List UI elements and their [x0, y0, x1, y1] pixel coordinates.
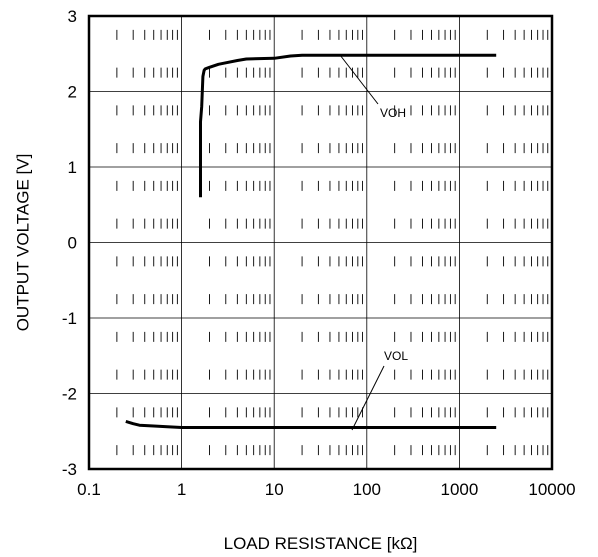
annotation-leader [339, 54, 379, 105]
x-tick-labels: 0.1 1 10 100 1000 10000 [77, 480, 575, 499]
x-tick-label: 1 [177, 480, 186, 499]
annotation-label: VOL [384, 349, 408, 363]
x-axis-title: LOAD RESISTANCE [kΩ] [224, 534, 418, 553]
annotations: VOH VOL [339, 54, 408, 431]
x-tick-label: 10 [265, 480, 284, 499]
annotation-leader [351, 365, 385, 431]
data-series [125, 53, 497, 429]
series-line-vol [125, 419, 497, 429]
y-tick-label: -2 [62, 385, 77, 404]
x-tick-label: 1000 [440, 480, 478, 499]
y-tick-label: 3 [68, 7, 77, 26]
x-tick-label: 10000 [528, 480, 575, 499]
y-tick-label: -3 [62, 460, 77, 479]
minor-tick-marks [116, 29, 549, 456]
plot-frame [87, 14, 554, 471]
series-line-voh [199, 53, 497, 198]
y-tick-label: 1 [68, 158, 77, 177]
y-tick-label: 0 [68, 234, 77, 253]
x-tick-label: 0.1 [77, 480, 101, 499]
grid-lines [89, 16, 552, 469]
annotation-label: VOH [380, 106, 406, 120]
y-axis-title: OUTPUT VOLTAGE [V] [13, 154, 32, 332]
y-tick-label: -1 [62, 309, 77, 328]
x-tick-label: 100 [353, 480, 381, 499]
y-tick-labels: 3 2 1 0 -1 -2 -3 [62, 7, 77, 479]
y-tick-label: 2 [68, 83, 77, 102]
